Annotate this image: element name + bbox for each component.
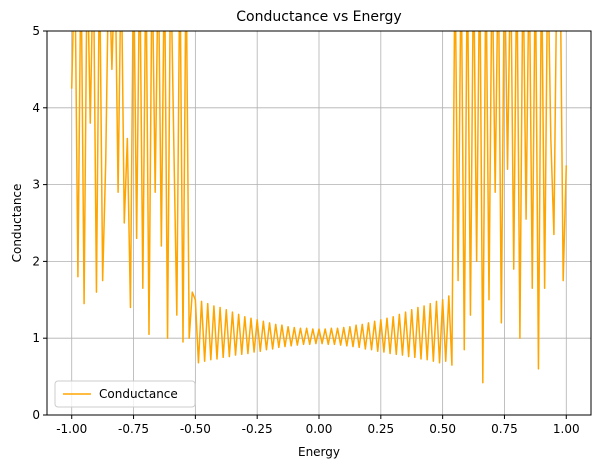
plot-area: [70, 31, 568, 384]
legend-box: [54, 380, 196, 408]
ticks: -1.00 -0.75 -0.50 -0.25 0.00 0.25 0.50 0.75 1.00…: [32, 24, 579, 436]
x-tick-label: 0.50: [429, 422, 456, 436]
y-tick-label: 1: [32, 331, 40, 345]
x-tick-label: -0.25: [242, 422, 273, 436]
y-axis-label: Conductance: [10, 184, 24, 263]
x-axis-label: Energy: [298, 445, 340, 459]
x-tick-label: 0.00: [306, 422, 333, 436]
x-tick-label: -0.50: [180, 422, 211, 436]
x-tick-label: 1.00: [553, 422, 580, 436]
legend-label: Conductance: [99, 387, 178, 401]
chart-title: Conductance vs Energy: [236, 9, 401, 25]
y-tick-label: 0: [32, 408, 40, 422]
x-tick-label: -1.00: [56, 422, 87, 436]
x-tick-label: -0.75: [118, 422, 149, 436]
y-tick-label: 2: [32, 254, 40, 268]
legend: Conductance: [54, 380, 196, 408]
data-line: [70, 31, 568, 384]
x-tick-label: 0.75: [491, 422, 518, 436]
x-tick-label: 0.25: [367, 422, 394, 436]
y-tick-label: 4: [32, 101, 40, 115]
y-tick-label: 5: [32, 24, 40, 38]
y-tick-label: 3: [32, 178, 40, 192]
